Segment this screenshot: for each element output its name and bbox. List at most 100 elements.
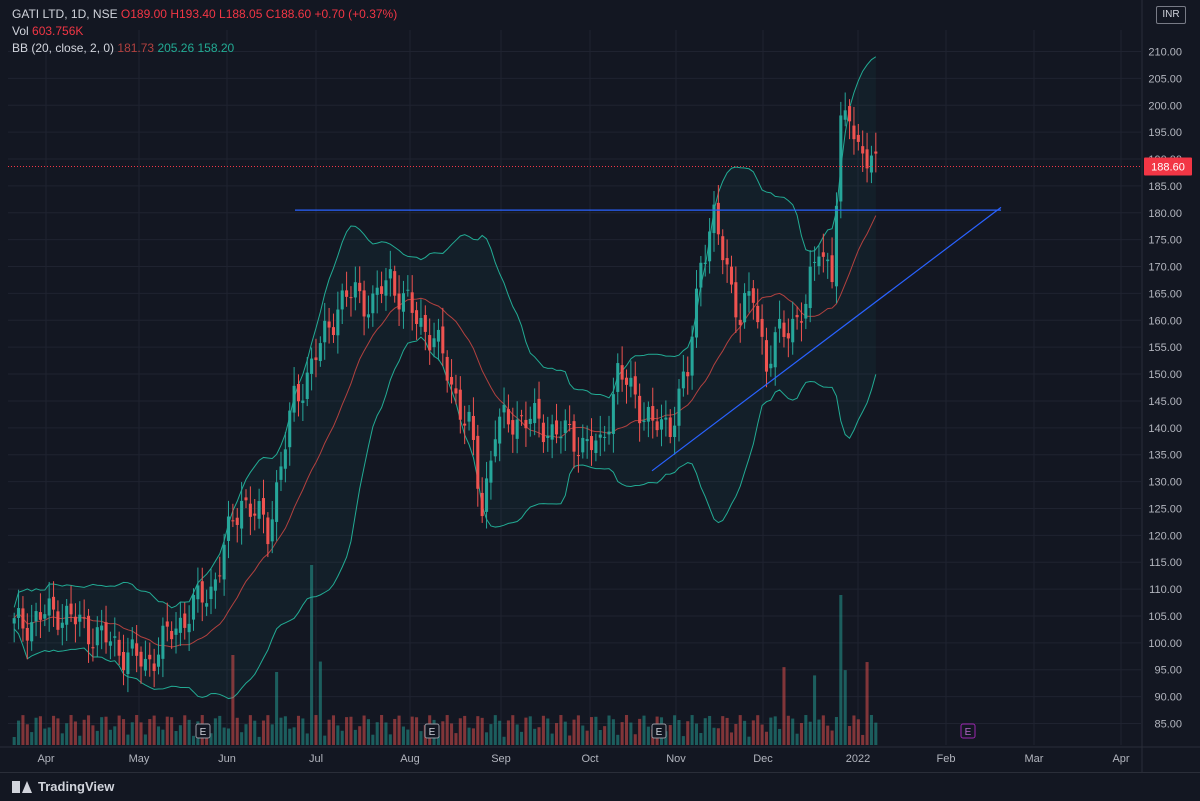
candle-body [480, 492, 484, 517]
volume-bar [795, 733, 799, 745]
candle-body [305, 372, 309, 400]
volume-bar [721, 716, 725, 745]
volume-bar [699, 732, 703, 745]
volume-bar [616, 734, 620, 745]
volume-bar [821, 715, 825, 745]
volume-bar [869, 715, 873, 745]
candle-body [506, 409, 510, 425]
volume-bar [520, 731, 524, 745]
candle-body [108, 641, 112, 646]
candle-body [808, 266, 812, 309]
candle-body [585, 439, 589, 442]
volume-bar [21, 715, 25, 745]
volume-bar [345, 717, 349, 745]
volume-bar [760, 724, 764, 745]
volume-bar [353, 729, 357, 745]
volume-bar [799, 722, 803, 745]
y-tick-label: 150.00 [1148, 369, 1182, 381]
candle-body [253, 513, 257, 516]
volume-bar [113, 726, 117, 745]
candle-body [358, 282, 362, 292]
candle-body [467, 411, 471, 422]
currency-button[interactable]: INR [1156, 6, 1186, 24]
volume-bar [323, 735, 327, 745]
drawings [295, 206, 1002, 472]
volume-bar [769, 717, 773, 745]
candle-body [38, 612, 42, 620]
volume-bar [78, 735, 82, 745]
volume-label[interactable]: Vol [12, 24, 29, 38]
candle-body [415, 310, 419, 324]
candle-body [410, 292, 414, 313]
candle-body [25, 627, 29, 641]
volume-bar [126, 734, 130, 745]
candle-body [87, 615, 91, 645]
bb-upper-value: 205.26 [157, 41, 195, 55]
volume-bar [69, 715, 73, 745]
volume-bar [642, 715, 646, 745]
candle-body [756, 305, 760, 323]
volume-bar [572, 719, 576, 745]
candle-body [502, 404, 506, 413]
candle-body [375, 287, 379, 295]
candle-body [152, 663, 156, 671]
candle-body [428, 335, 432, 351]
y-tick-label: 155.00 [1148, 342, 1182, 354]
y-tick-label: 105.00 [1148, 611, 1182, 623]
volume-bar [257, 736, 261, 745]
volume-bar [362, 715, 366, 745]
volume-bar [275, 671, 279, 745]
x-tick-label: May [129, 753, 150, 765]
candle-body [244, 497, 248, 501]
candle-body [485, 478, 489, 512]
volume-bar [327, 719, 331, 745]
candle-body [528, 418, 532, 424]
candle-body [283, 449, 287, 469]
x-tick-label: Nov [666, 753, 686, 765]
earnings-marker [424, 723, 440, 739]
close-value: C188.60 [265, 7, 312, 21]
volume-bar [209, 733, 213, 745]
volume-bar [848, 726, 852, 745]
y-tick-label: 95.00 [1154, 665, 1182, 677]
candle-body [30, 622, 34, 642]
candle-body [659, 419, 664, 430]
tradingview-logo[interactable]: TradingView [12, 779, 114, 794]
candle-body [130, 639, 134, 649]
volume-bar [594, 716, 598, 745]
last-price-tag [1144, 157, 1192, 176]
candle-body [743, 292, 747, 323]
volume-bar [121, 719, 126, 745]
candle-body [576, 455, 580, 457]
volume-bar [366, 719, 370, 745]
candle-body [257, 501, 261, 519]
volume-bar [401, 726, 405, 745]
volume-bar [624, 715, 629, 745]
candle-body [799, 321, 803, 323]
bb-label[interactable]: BB (20, close, 2, 0) [12, 41, 115, 55]
volume-bar [708, 715, 712, 745]
candle-body [668, 417, 672, 438]
bb-basis-line [13, 215, 877, 648]
volume-bar [764, 731, 769, 745]
volume-bar [524, 717, 528, 745]
volume-bar [568, 735, 572, 745]
volume-bar [471, 728, 475, 745]
volume-bar [607, 715, 611, 745]
y-tick-label: 90.00 [1154, 692, 1182, 704]
volume-bar [778, 728, 782, 745]
volume-bar [248, 715, 252, 745]
candle-body [760, 318, 764, 337]
volume-bar [681, 736, 685, 745]
candle-body [34, 611, 38, 622]
candle-body [738, 319, 742, 325]
candle-body [60, 622, 64, 628]
volume-bar [441, 721, 445, 745]
volume-bar [633, 734, 637, 745]
volume-bar [178, 725, 182, 745]
candle-body [673, 425, 677, 438]
volume-bar [589, 717, 594, 745]
candle-body [43, 614, 47, 619]
symbol-label[interactable]: GATI LTD, 1D, NSE [12, 7, 118, 21]
